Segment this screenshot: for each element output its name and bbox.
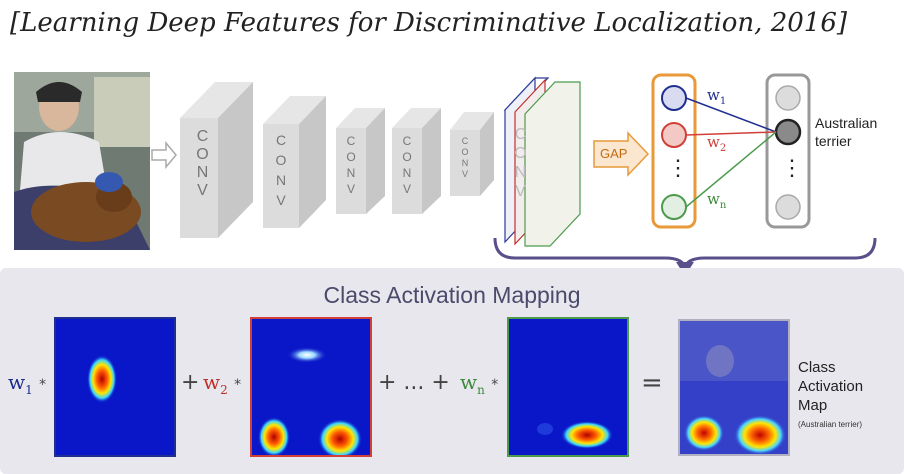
cam-coef-1: w1 * — [8, 370, 47, 397]
conv-layer-5 — [450, 112, 494, 196]
cam-result-overlay — [678, 319, 790, 456]
gap-node-2 — [661, 122, 687, 148]
equals-sign: = — [641, 368, 663, 398]
bracket-right — [683, 237, 877, 268]
gap-node-1 — [661, 85, 687, 111]
weight-label-2: w2 — [707, 133, 727, 154]
network-diagram — [151, 73, 877, 268]
heatmap-2 — [250, 317, 372, 457]
bracket-arrow — [676, 262, 694, 268]
output-node-class — [774, 118, 802, 146]
weight-line-1 — [685, 97, 777, 133]
gap-column — [651, 73, 697, 229]
weight-line-n — [685, 131, 777, 208]
conv-layer-2 — [263, 96, 326, 228]
conv-label-2: CONV — [273, 132, 289, 212]
input-arrow — [151, 140, 177, 170]
conv-label-5: CONV — [460, 136, 470, 180]
plus-1: + — [181, 370, 200, 395]
output-column — [765, 73, 811, 229]
output-class-label: Australian terrier — [815, 115, 878, 149]
output-node-bottom — [775, 194, 801, 220]
heatmap-n — [507, 317, 629, 457]
gap-dots: ⋮ — [667, 155, 689, 180]
weight-line-2 — [685, 131, 777, 136]
cam-coef-2: w2 * — [203, 370, 242, 397]
output-dots: ⋮ — [781, 155, 803, 180]
input-photo — [14, 72, 150, 250]
cam-result-label: Class Activation Map (Australian terrier… — [798, 359, 864, 429]
weight-label-1: w1 — [707, 86, 727, 107]
conv-layer-3 — [336, 108, 385, 214]
gap-label: GAP — [600, 146, 628, 161]
bracket-left — [493, 237, 687, 268]
heatmap-1 — [54, 317, 176, 457]
cam-title: Class Activation Mapping — [323, 282, 581, 308]
ellipsis-terms: + ... + — [378, 370, 450, 395]
final-feature-maps — [503, 76, 581, 247]
weight-label-n: wn — [707, 190, 727, 211]
cam-coef-n: wn * — [460, 370, 499, 397]
paper-citation-title: [Learning Deep Features for Discriminati… — [10, 8, 848, 38]
gap-node-n — [661, 194, 687, 220]
conv-label-1: CONV — [194, 128, 211, 200]
conv-label-6: CONV — [512, 126, 529, 202]
output-node-top — [775, 85, 801, 111]
conv-label-3: CONV — [344, 134, 358, 198]
gap-arrow — [593, 131, 650, 177]
conv-label-4: CONV — [400, 134, 414, 198]
conv-layer-4 — [392, 108, 441, 214]
conv-layer-1 — [180, 82, 253, 238]
